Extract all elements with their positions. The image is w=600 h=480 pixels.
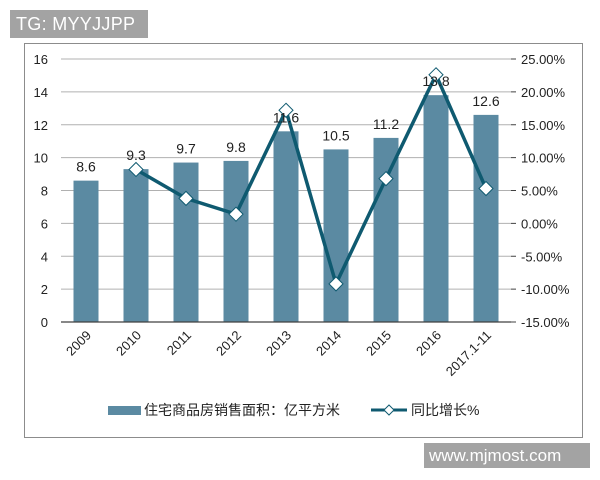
category-label: 2009 [63,328,94,359]
right-axis-tick: 25.00% [521,52,566,67]
bar-data-label: 9.8 [226,139,246,155]
diamond-marker-icon [128,161,144,178]
bar-data-label: 8.6 [76,159,96,175]
diamond-marker-icon [178,190,194,207]
category-label: 2011 [164,328,194,358]
growth-line [135,70,488,289]
left-axis-tick: 10 [34,151,48,166]
bar-data-label: 9.3 [126,147,146,163]
bar-swatch-icon [108,405,141,415]
diamond-marker-icon [278,102,294,118]
right-axis-tick: 20.00% [521,85,566,100]
bar [273,131,299,322]
right-axis-tick: 10.00% [521,151,566,166]
bar [123,169,149,322]
category-label: 2010 [113,328,144,359]
bar [223,160,249,322]
bar-data-label: 13.8 [422,73,449,89]
line-diamond-swatch-icon [371,404,407,416]
left-axis-tick: 4 [41,249,48,264]
legend-item-line: 同比增长% [370,400,479,420]
bar-data-label: 11.2 [373,116,399,132]
category-label: 2016 [413,328,444,359]
left-axis-tick: 2 [41,282,48,297]
chart-legend: 住宅商品房销售面积：亿平方米 同比增长% [108,400,509,420]
left-axis-tick: 6 [41,216,48,231]
category-label: 2015 [363,328,394,359]
watermark-top: TG: MYYJJPP [10,10,148,38]
legend-item-bars: 住宅商品房销售面积：亿平方米 [108,400,340,420]
category-label: 2017.1-11 [443,328,494,379]
bar [323,149,349,322]
category-label: 2014 [313,328,344,359]
diamond-marker-icon [328,276,344,292]
right-axis-tick: -10.00% [521,282,570,297]
bar [73,180,99,322]
bar-data-label: 11.6 [273,109,299,125]
bar-data-label: 10.5 [322,127,349,143]
right-axis-tick: 0.00% [521,216,558,231]
bar [473,114,499,322]
legend-line-label: 同比增长% [411,402,480,418]
category-label: 2013 [263,328,294,359]
right-axis-tick: 5.00% [521,184,558,199]
left-axis-tick: 16 [34,52,48,67]
category-label: 2012 [213,328,244,359]
bar-data-label: 9.7 [176,141,196,157]
diamond-marker-icon [428,67,444,83]
right-axis-tick: -15.00% [521,315,570,330]
left-axis-tick: 12 [34,118,48,133]
left-axis-tick: 0 [41,315,48,330]
diamond-marker-icon [228,206,244,222]
right-axis-tick: 15.00% [521,118,566,133]
bar [373,137,399,322]
watermark-bottom: www.mjmost.com [424,443,590,468]
bar [173,162,199,322]
left-axis-tick: 8 [41,184,48,199]
bar [423,95,449,322]
right-axis-tick: -5.00% [521,249,563,264]
bar-data-label: 12.6 [472,93,499,109]
diamond-marker-icon [478,180,494,197]
left-axis-tick: 14 [34,85,48,100]
legend-bar-label: 住宅商品房销售面积：亿平方米 [144,402,340,418]
diamond-marker-icon [378,170,394,187]
